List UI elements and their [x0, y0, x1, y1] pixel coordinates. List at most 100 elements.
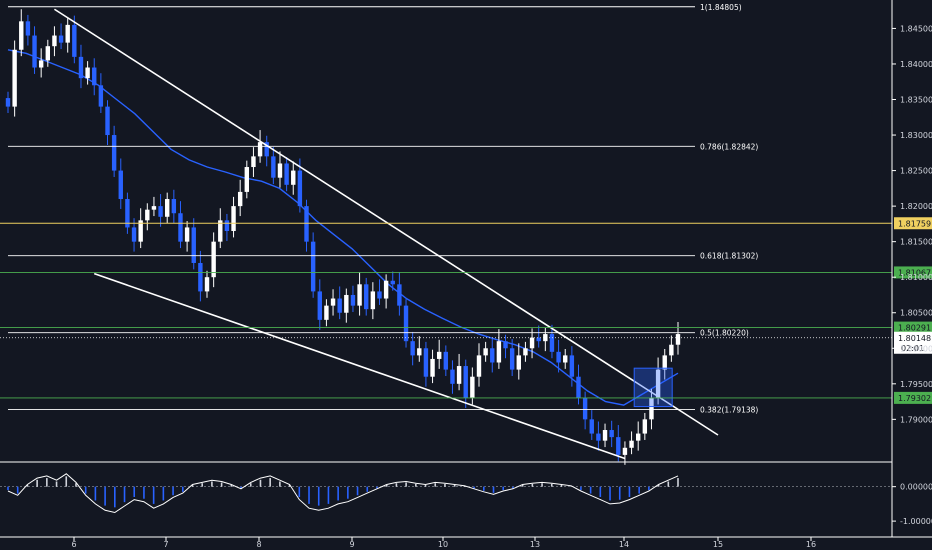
candle-body: [191, 227, 196, 263]
candle-body: [470, 376, 475, 399]
price-badge-label: 1.81067: [898, 268, 931, 277]
candle-body: [516, 355, 521, 370]
candle-body: [32, 35, 37, 68]
price-badge-label: 1.80291: [898, 324, 931, 333]
candle-body: [337, 298, 342, 313]
candle-body: [178, 213, 183, 242]
candle-body: [410, 341, 415, 356]
candle-body: [556, 351, 561, 363]
fib-level-label: 0.5(1.80220): [700, 329, 749, 338]
countdown-label: 02:01: [901, 344, 924, 353]
candle-body: [596, 433, 601, 441]
price-badge: [894, 266, 932, 279]
moving-average-line: [7, 49, 679, 406]
candle-body: [423, 348, 429, 377]
price-badge: [894, 217, 932, 230]
candle-body: [19, 21, 24, 50]
candle-body: [25, 21, 31, 36]
candle-body: [403, 305, 409, 342]
candle-body: [330, 298, 336, 306]
candle-body: [138, 220, 143, 242]
candle-body: [284, 163, 289, 185]
price-tick-label: 1.84500: [900, 24, 932, 33]
candle-body: [92, 67, 97, 86]
candle-body: [38, 60, 44, 68]
candle-body: [52, 35, 57, 47]
price-badge-label: 1.79302: [898, 394, 931, 403]
candle-body: [231, 206, 236, 231]
oscillator-tick-label: 0.00000: [900, 483, 932, 492]
candle-body: [523, 348, 528, 356]
candle-body: [131, 227, 137, 242]
fib-level-label: 0.786(1.82842): [700, 142, 758, 151]
time-tick-label: 9: [349, 540, 354, 549]
oscillator-layer: 0.00000 -1.00000: [0, 473, 932, 526]
candle-body: [310, 241, 316, 292]
candle-body: [436, 351, 442, 359]
candle-body: [616, 437, 621, 455]
oscillator-signal-line: [7, 473, 679, 514]
price-tick-label: 1.79000: [900, 415, 932, 424]
candle-body: [563, 355, 568, 363]
candle-body: [675, 334, 681, 345]
candle-body: [264, 142, 269, 157]
fib-level-label: 0.618(1.81302): [700, 252, 758, 261]
candle-body: [5, 98, 11, 107]
candle-body: [543, 334, 548, 342]
time-tick-label: 7: [163, 540, 168, 549]
candle-body: [184, 227, 190, 242]
candle-body: [165, 199, 170, 217]
trendlines-layer: [54, 8, 719, 460]
candle-body: [58, 35, 64, 43]
candle-body: [244, 167, 250, 192]
time-tick-label: 10: [438, 540, 448, 549]
price-tick-label: 1.83500: [900, 96, 932, 105]
lower-trendline: [93, 272, 626, 460]
candle-body: [224, 220, 230, 231]
price-tick-label: 1.79500: [900, 380, 932, 389]
candle-body: [463, 366, 468, 399]
price-badge: [894, 321, 932, 334]
candle-body: [291, 170, 296, 185]
candle-body: [98, 85, 104, 107]
fib-level-label: 1(1.84805): [700, 3, 742, 12]
candle-body: [158, 206, 163, 217]
candle-body: [357, 284, 362, 306]
candle-body: [483, 348, 488, 356]
time-tick-label: 6: [71, 540, 76, 549]
candle-body: [211, 241, 216, 278]
candle-body: [151, 206, 157, 210]
candle-body: [569, 355, 575, 377]
price-tick-label: 1.80000: [900, 344, 932, 353]
candle-body: [271, 156, 276, 178]
price-tick-label: 1.81000: [900, 273, 932, 282]
candle-body: [350, 294, 356, 306]
candle-body: [204, 277, 210, 292]
candle-body: [496, 341, 502, 363]
candle-body: [145, 209, 150, 221]
highlight-box: [633, 367, 673, 408]
candle-body: [85, 67, 90, 79]
candle-body: [317, 291, 322, 320]
candle-body: [529, 337, 535, 349]
candle-body: [655, 369, 661, 399]
price-badge: [894, 391, 932, 404]
candle-body: [364, 284, 369, 310]
price-tick-label: 1.84000: [900, 60, 932, 69]
candle-body: [417, 348, 422, 356]
moving-average-layer: [7, 49, 679, 406]
candle-body: [344, 294, 349, 313]
candle-body: [118, 170, 123, 200]
candle-body: [549, 334, 555, 352]
candle-body: [324, 305, 329, 320]
candle-body: [237, 191, 243, 207]
candle-body: [649, 398, 654, 420]
candle-body: [503, 341, 508, 349]
candle-body: [277, 163, 283, 178]
candle-body: [12, 49, 17, 107]
price-tick-label: 1.80500: [900, 309, 932, 318]
